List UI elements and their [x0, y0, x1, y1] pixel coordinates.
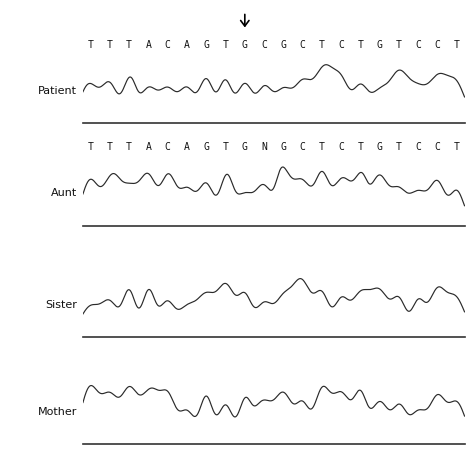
Text: G: G	[242, 142, 248, 152]
Text: G: G	[281, 142, 286, 152]
Text: C: C	[415, 142, 421, 152]
Text: Mother: Mother	[38, 406, 77, 417]
Text: T: T	[454, 142, 460, 152]
Text: C: C	[415, 40, 421, 50]
Text: C: C	[300, 142, 306, 152]
Text: T: T	[396, 142, 402, 152]
Text: T: T	[88, 40, 93, 50]
Text: T: T	[107, 40, 113, 50]
Text: G: G	[203, 40, 209, 50]
Text: G: G	[377, 142, 383, 152]
Text: Patient: Patient	[38, 86, 77, 96]
Text: T: T	[319, 142, 325, 152]
Text: T: T	[357, 40, 364, 50]
Text: T: T	[126, 40, 132, 50]
Text: T: T	[396, 40, 402, 50]
Text: A: A	[184, 40, 190, 50]
Text: T: T	[223, 40, 228, 50]
Text: G: G	[242, 40, 248, 50]
Text: A: A	[184, 142, 190, 152]
Text: Aunt: Aunt	[51, 188, 77, 198]
Text: C: C	[165, 40, 171, 50]
Text: C: C	[261, 40, 267, 50]
Text: C: C	[435, 142, 440, 152]
Text: T: T	[126, 142, 132, 152]
Text: N: N	[261, 142, 267, 152]
Text: C: C	[435, 40, 440, 50]
Text: C: C	[165, 142, 171, 152]
Text: T: T	[319, 40, 325, 50]
Text: C: C	[300, 40, 306, 50]
Text: G: G	[377, 40, 383, 50]
Text: T: T	[88, 142, 93, 152]
Text: T: T	[357, 142, 364, 152]
Text: T: T	[454, 40, 460, 50]
Text: A: A	[146, 142, 151, 152]
Text: G: G	[203, 142, 209, 152]
Text: T: T	[223, 142, 228, 152]
Text: C: C	[338, 142, 344, 152]
Text: C: C	[338, 40, 344, 50]
Text: Sister: Sister	[46, 299, 77, 310]
Text: T: T	[107, 142, 113, 152]
Text: A: A	[146, 40, 151, 50]
Text: G: G	[281, 40, 286, 50]
